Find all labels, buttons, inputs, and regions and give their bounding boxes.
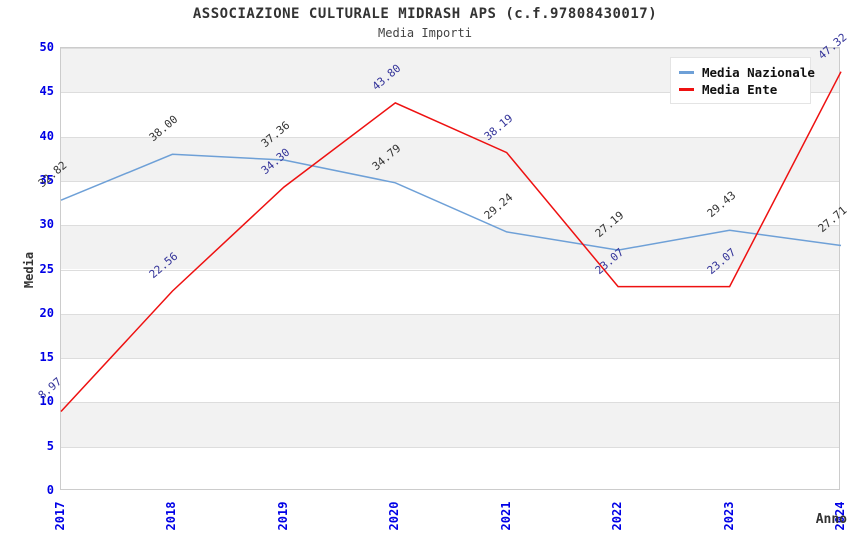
x-tick-label: 2021 — [498, 501, 513, 531]
grid-line — [61, 92, 839, 93]
y-tick-label: 40 — [39, 128, 54, 143]
y-tick-label: 10 — [39, 394, 54, 409]
x-tick-label: 2020 — [387, 501, 402, 531]
series-line-media-nazionale — [60, 153, 842, 251]
grid-band — [61, 225, 839, 270]
grid-band — [61, 313, 839, 359]
legend-label-media-nazionale: Media Nazionale — [702, 65, 815, 80]
plot-area — [60, 47, 842, 490]
grid-line — [61, 137, 839, 138]
y-tick-label: 30 — [39, 217, 54, 232]
y-tick-label: 25 — [39, 261, 54, 276]
series-plot — [60, 71, 842, 413]
grid-line — [61, 402, 839, 403]
legend-swatch-media-ente — [679, 88, 694, 91]
x-axis-title: Anno — [815, 512, 847, 527]
grid-band — [61, 402, 839, 447]
y-tick-label: 35 — [39, 172, 54, 187]
x-tick-label: 2017 — [53, 501, 67, 531]
chart-subtitle: Media Importi — [378, 26, 472, 40]
grid-line — [61, 48, 839, 49]
x-tick-label: 2023 — [721, 501, 736, 531]
grid-line — [61, 225, 839, 226]
y-tick-label: 15 — [39, 350, 54, 365]
x-tick-label: 2022 — [610, 501, 625, 531]
x-tick-label: 2018 — [164, 501, 179, 531]
grid-line — [61, 314, 839, 315]
legend-item-media-ente: Media Ente — [679, 81, 802, 98]
grid-line — [61, 358, 839, 359]
y-tick-label: 50 — [39, 40, 54, 54]
grid-line — [61, 447, 839, 448]
series-line-media-ente — [60, 71, 842, 413]
legend: Media Nazionale Media Ente — [670, 57, 815, 104]
chart-title: ASSOCIAZIONE CULTURALE MIDRASH APS (c.f.… — [192, 6, 658, 22]
y-tick-label: 5 — [46, 438, 54, 453]
grid-line — [61, 270, 839, 271]
y-axis-title: Media — [22, 251, 36, 289]
y-tick-label: 20 — [39, 305, 54, 320]
y-tick-label: 0 — [46, 483, 54, 497]
legend-label-media-ente: Media Ente — [702, 82, 778, 97]
x-tick-label: 2019 — [275, 501, 290, 531]
grid-band — [61, 136, 839, 181]
grid-line — [61, 181, 839, 182]
legend-swatch-media-nazionale — [679, 71, 694, 74]
y-tick-label: 45 — [39, 84, 54, 99]
legend-item-media-nazionale: Media Nazionale — [679, 64, 815, 81]
